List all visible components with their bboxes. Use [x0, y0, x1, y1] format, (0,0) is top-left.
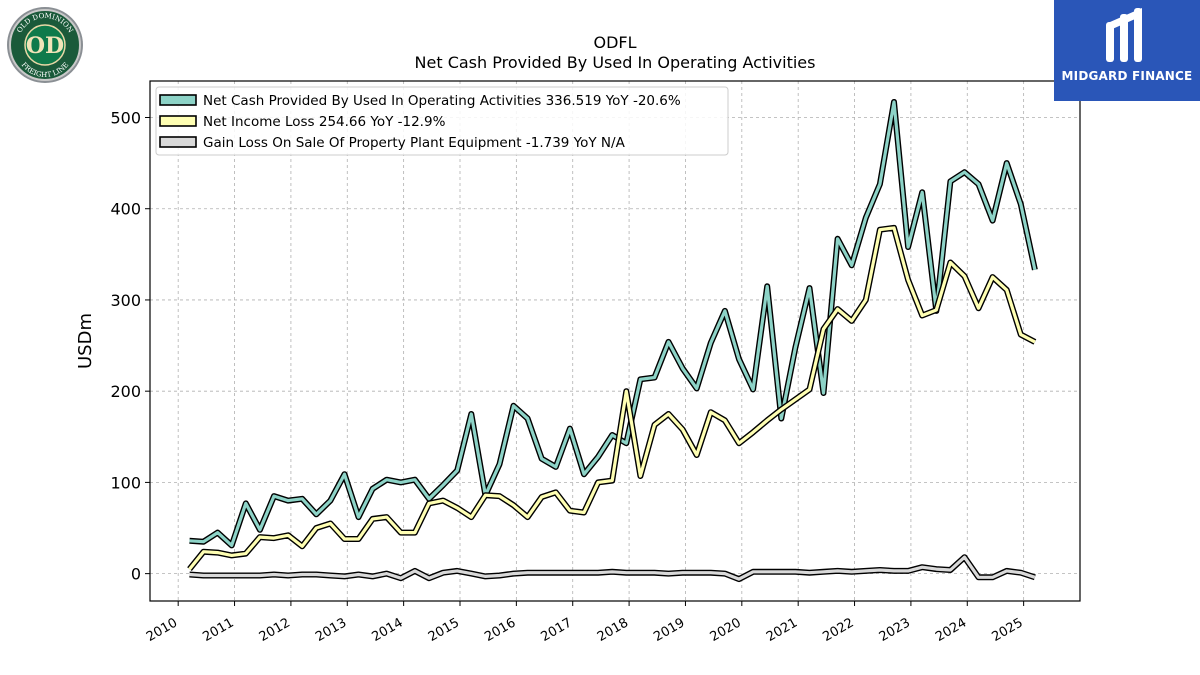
- x-tick-label: 2013: [313, 615, 349, 645]
- y-tick-label: 0: [131, 565, 141, 584]
- y-tick-label: 300: [110, 291, 141, 310]
- y-tick-label: 200: [110, 382, 141, 401]
- x-tick-label: 2018: [595, 615, 631, 645]
- legend-entry-net-cash-provided-by-used-in-operating-activities: Net Cash Provided By Used In Operating A…: [203, 93, 681, 109]
- series-layer: [187, 99, 1038, 583]
- x-tick-label: 2021: [764, 615, 800, 645]
- legend-entry-net-income-loss: Net Income Loss 254.66 YoY -12.9%: [203, 114, 446, 130]
- legend-swatch-net-cash-provided-by-used-in-operating-activities: [159, 94, 197, 106]
- x-tick-label: 2017: [539, 615, 575, 645]
- x-axis: 2010 2011 2012 2013 2014 2015 2016 2017 2018 2019…: [144, 601, 1026, 645]
- midgard-brand-text: MIDGARD FINANCE: [1061, 69, 1193, 83]
- series-line-gain-loss-on-sale-of-property-plant-equipment: [189, 555, 1036, 581]
- series-line-net-cash-provided-by-used-in-operating-activities: [189, 100, 1037, 548]
- x-tick-label: 2010: [144, 615, 180, 645]
- y-tick-label: 500: [110, 108, 141, 127]
- y-axis: 0 100 200 300 400 500: [110, 108, 150, 584]
- x-tick-label: 2016: [482, 615, 518, 645]
- svg-text:OD: OD: [26, 33, 64, 59]
- chart-subtitle: Net Cash Provided By Used In Operating A…: [414, 53, 816, 72]
- y-axis-label: USDm: [75, 313, 96, 369]
- old-dominion-logo: OD OLD DOMINION FREIGHT LINE: [7, 7, 83, 83]
- plot-frame: [149, 80, 1081, 602]
- x-tick-label: 2012: [257, 615, 293, 645]
- series-line-net-income-loss: [188, 226, 1036, 571]
- x-tick-label: 2025: [989, 615, 1025, 645]
- legend-swatch-net-income-loss: [159, 115, 197, 127]
- x-tick-label: 2015: [426, 615, 462, 645]
- midgard-emblem-icon: [1106, 8, 1142, 62]
- legend-box: [155, 86, 729, 156]
- x-tick-label: 2024: [933, 615, 969, 645]
- x-tick-label: 2022: [820, 615, 856, 645]
- x-tick-label: 2020: [708, 615, 744, 645]
- x-tick-label: 2014: [369, 615, 405, 645]
- midgard-finance-logo: MIDGARD FINANCE: [1054, 0, 1200, 101]
- y-tick-label: 100: [110, 473, 141, 492]
- legend-entry-gain-loss-on-sale-of-property-plant-equipment: Gain Loss On Sale Of Property Plant Equi…: [203, 135, 626, 151]
- x-tick-label: 2023: [877, 615, 913, 645]
- y-tick-label: 400: [110, 200, 141, 219]
- x-tick-label: 2011: [200, 615, 236, 645]
- legend: Net Cash Provided By Used In Operating A…: [155, 86, 729, 156]
- legend-swatch-gain-loss-on-sale-of-property-plant-equipment: [159, 136, 197, 148]
- x-tick-label: 2019: [651, 615, 687, 645]
- chart-title: ODFL: [593, 33, 637, 52]
- gridlines: [150, 81, 1080, 601]
